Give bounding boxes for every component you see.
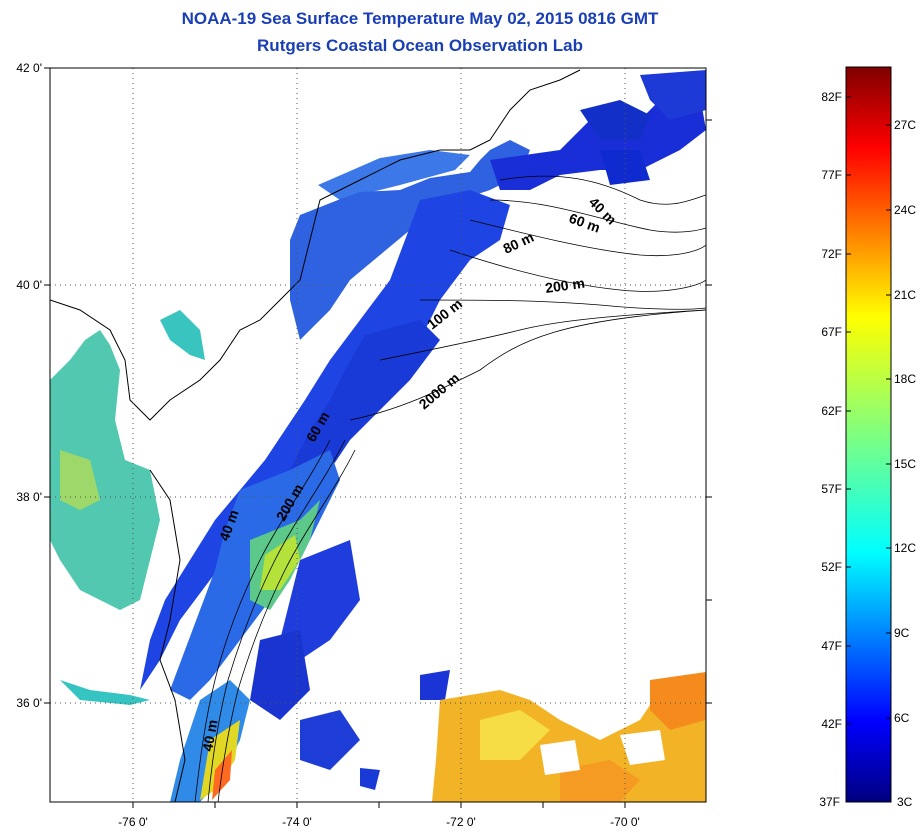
coastline-south [149,469,186,802]
colorbar-c-label: 27C [894,118,916,132]
contour-label: 200 m [544,275,586,296]
sst-data-layer [50,70,706,802]
colorbar-f-label: 57F [821,482,842,496]
lon-label: -76 0' [118,815,148,829]
colorbar-f-label: 42F [821,717,842,731]
map-title: NOAA-19 Sea Surface Temperature May 02, … [181,9,659,28]
colorbar-f-label: 37F [819,795,840,809]
contour-label: 40 m [199,718,220,752]
lat-label: 40 0' [16,278,42,292]
colorbar-c-label: 21C [894,288,916,302]
colorbar-f-label: 77F [821,168,842,182]
colorbar-ticks [846,96,891,725]
colorbar-c-label: 24C [894,203,916,217]
lat-label: 38 0' [16,490,42,504]
map-frame [49,67,707,803]
colorbar-f-label: 82F [821,90,842,104]
coastline [50,69,581,421]
lat-label: 42 0' [16,61,42,75]
colorbar-f-label: 72F [821,247,842,261]
isobath-contours [194,175,706,802]
lon-label: -74 0' [282,815,312,829]
colorbar-c-label: 9C [894,626,910,640]
map-subtitle: Rutgers Coastal Ocean Observation Lab [257,36,583,55]
colorbar-f-label: 47F [821,639,842,653]
colorbar-f-label: 52F [821,560,842,574]
colorbar-c-label: 12C [894,541,916,555]
map-area: 40 m 60 m 80 m 200 m 100 m 2000 m 60 m 2… [50,68,706,802]
colorbar-f-label: 62F [821,404,842,418]
lat-label: 36 0' [16,696,42,710]
colorbar-f-label: 67F [821,325,842,339]
colorbar-c-label: 6C [894,711,910,725]
colorbar-c-label: 3C [897,795,913,809]
colorbar-c-label: 18C [894,372,916,386]
lon-label: -70 0' [610,815,640,829]
colorbar [845,66,892,803]
colorbar-c-label: 15C [894,457,916,471]
lon-label: -72 0' [446,815,476,829]
axis-ticks [44,67,712,808]
